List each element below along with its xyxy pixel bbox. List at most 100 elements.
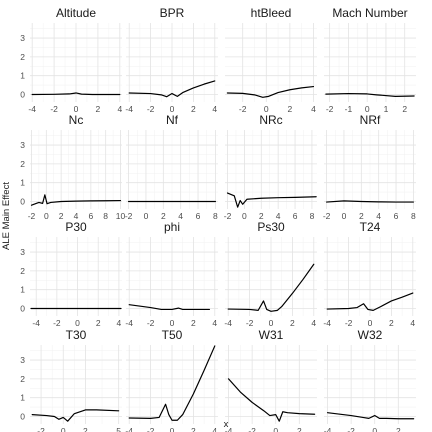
x-tick-label: 6 [196,211,201,221]
x-tick-label: 4 [74,211,79,221]
facet-title: P30 [65,220,87,234]
y-tick-label: 0 [20,303,25,313]
x-tick-label: 4 [178,211,183,221]
panel-background [30,237,122,316]
x-tick-label: 2 [389,318,394,328]
y-tick-label: 1 [20,285,25,295]
x-tick-label: -4 [125,104,133,114]
x-tick-label: 0 [144,211,149,221]
y-tick-label: 3 [20,33,25,43]
x-tick-label: -2 [239,104,247,114]
x-tick-label: 0 [242,211,247,221]
x-tick-label: 2 [396,426,401,432]
x-tick-label: -4 [225,426,233,432]
ale-curve-nrf [326,200,414,203]
facet-title: W31 [259,328,284,342]
x-tick-label: -4 [324,426,332,432]
x-tick-label: -4 [323,318,331,328]
facet-title: Ps30 [257,220,285,234]
facet-title: htBleed [251,6,292,20]
ale-curve-ps30 [227,263,315,312]
x-tick-label: 0 [264,104,269,114]
panel-p30: -4 -2 0 2 4 0 1 2 3 P30 [20,220,122,328]
facet-title: NRf [360,113,381,127]
x-tick-label: -4 [125,318,133,328]
y-tick-label: 3 [20,355,25,365]
facet-title: Nc [69,113,84,127]
panel-htbleed: -2 0 2 4 htBleed [225,6,317,114]
x-tick-label: -2 [53,318,61,328]
x-tick-label: -2 [50,104,58,114]
x-tick-label: 6 [293,211,298,221]
ale-curve-htbleed [226,85,315,98]
x-tick-label: 0 [273,426,278,432]
y-tick-label: 2 [20,374,25,384]
x-tick-label: -2 [37,426,45,432]
ale-curve-t30 [31,409,120,422]
x-tick-label: 2 [290,318,295,328]
panel-nf: -2 0 2 4 6 8 Nf [125,113,218,221]
x-tick-label: 6 [88,211,93,221]
x-tick-label: 2 [96,104,101,114]
x-tick-label: 8 [310,211,315,221]
x-tick-label: 10 [116,211,126,221]
x-tick-label: -4 [28,104,36,114]
x-tick-label: 0 [170,318,175,328]
x-tick-label: 2 [161,211,166,221]
ale-curve-t24 [326,292,414,311]
x-tick-label: 4 [311,318,316,328]
x-tick-label: 0 [170,104,175,114]
x-tick-label: -2 [147,426,155,432]
ale-curve-mach-number [325,92,415,97]
y-tick-label: 0 [20,89,25,99]
x-tick-label: 2 [288,104,293,114]
facet-title: Altitude [56,6,96,20]
panel-mach-number: -2 -1 0 1 2 Mach Number [324,6,416,114]
panel-background [225,130,317,209]
x-tick-label: 0 [61,426,66,432]
x-tick-label: -4 [125,426,133,432]
y-tick-label: 3 [20,247,25,257]
facet-title: W32 [358,328,383,342]
x-tick-label: -2 [147,104,155,114]
x-tick-label: -2 [323,211,331,221]
x-tick-label: 6 [394,211,399,221]
x-tick-label: -2 [28,211,36,221]
y-axis-title: ALE Main Effect [1,182,12,250]
panel-background [324,23,416,102]
x-tick-label: -2 [224,211,232,221]
x-tick-label: 0 [372,426,377,432]
facet-title: BPR [160,6,185,20]
x-tick-label: 8 [103,211,108,221]
facet-title: Nf [166,113,179,127]
x-tick-label: 2 [297,426,302,432]
ale-curve-t50 [128,345,216,421]
x-tick-label: 5 [116,426,121,432]
panel-t24: -4 -2 0 2 4 T24 [323,220,416,328]
facet-title: T30 [66,328,87,342]
x-tick-label: 8 [213,211,218,221]
y-tick-label: 2 [20,266,25,276]
ale-curve-bpr [128,80,216,98]
x-tick-label: 4 [376,211,381,221]
y-tick-label: 1 [20,393,25,403]
ale-curve-w31 [227,378,316,422]
x-tick-label: -4 [32,318,40,328]
panel-nrf: -2 0 2 4 6 8 NRf [323,113,416,221]
x-tick-label: 0 [74,104,79,114]
x-tick-label: 0 [75,318,80,328]
x-tick-label: 2 [83,426,88,432]
y-tick-label: 0 [20,196,25,206]
panel-w31: -4 -2 0 2 W31 [225,328,317,432]
panel-background [225,345,317,424]
x-tick-label: -2 [347,426,355,432]
facet-title: phi [164,220,180,234]
x-tick-label: 2 [96,318,101,328]
ale-curve-altitude [31,92,121,96]
x-tick-label: -4 [224,318,232,328]
panel-w32: -4 -2 0 2 W32 [324,328,416,432]
